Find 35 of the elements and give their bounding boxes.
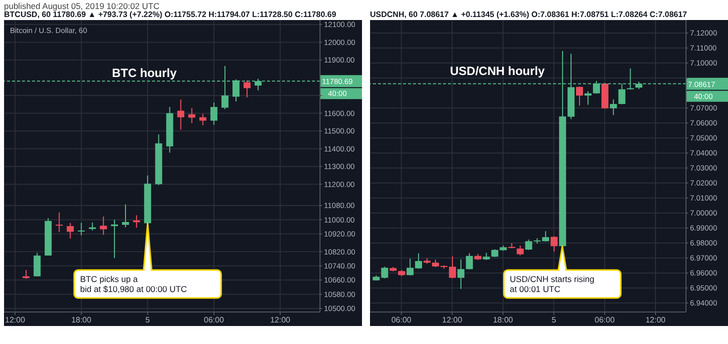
x-tick-label: 5 [145,316,150,325]
annotation: BTC hourly [112,66,177,80]
candlestick [56,212,63,233]
candlestick [466,252,473,270]
candlestick [100,216,107,236]
x-tick-label: 06:00 [391,316,412,325]
chart-title: USDCNH, 60 7.08617 ▲ +0.11345 (+1.63%) O:7.08361 H:7.08751 L:7.08264 C:7.08617 [370,10,688,19]
candlestick [516,245,524,256]
x-tick-label: 12:00 [442,316,463,325]
candlestick [244,80,251,98]
candlestick [610,98,617,116]
candlestick [34,252,41,277]
candlestick [508,242,516,249]
x-tick-label: 18:00 [71,316,92,325]
chart-title: BTCUSD, 60 11780.69 ▲ +793.73 (+7.22%) O:11755.72 H:11794.07 L:11728.50 C:11780.69 [4,10,336,19]
candlestick [122,204,130,228]
annotation: USD/CNH starts rising at 00:01 UTC [510,274,595,294]
candlestick [177,99,184,130]
candlestick [110,219,118,259]
x-tick-label: 12:00 [645,316,666,325]
candlestick [78,222,85,236]
candlestick [576,86,584,106]
x-tick-label: 12:00 [270,316,291,325]
x-tick-label: 12:00 [5,316,26,325]
annotation: USD/CNH hourly [450,64,545,78]
text: published August 05, 2019 10:20:02 UTC [4,1,160,11]
x-tick-label: 5 [552,316,557,325]
annotation: BTC picks up a bid at $10,980 at 00:00 UTC [80,274,187,294]
candlestick [550,236,558,252]
candlestick [457,258,464,290]
candlestick [66,222,74,240]
x-tick-label: 06:00 [204,316,224,325]
candlestick [210,102,218,126]
x-tick-label: 18:00 [492,316,514,325]
x-tick-label: 06:00 [594,316,616,325]
